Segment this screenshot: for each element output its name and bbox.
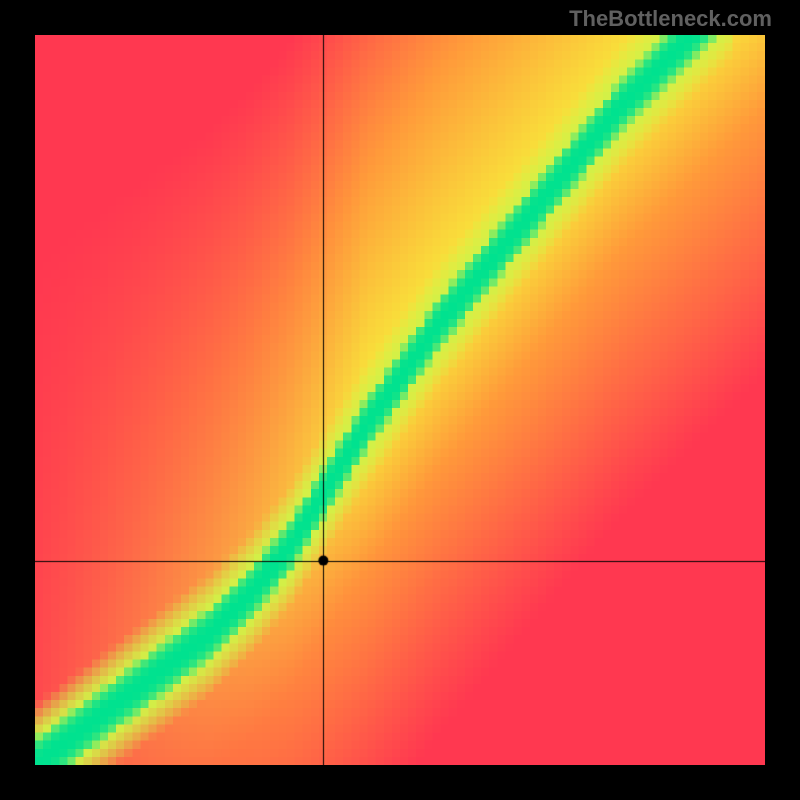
crosshair-overlay <box>35 35 765 765</box>
watermark-text: TheBottleneck.com <box>569 6 772 32</box>
